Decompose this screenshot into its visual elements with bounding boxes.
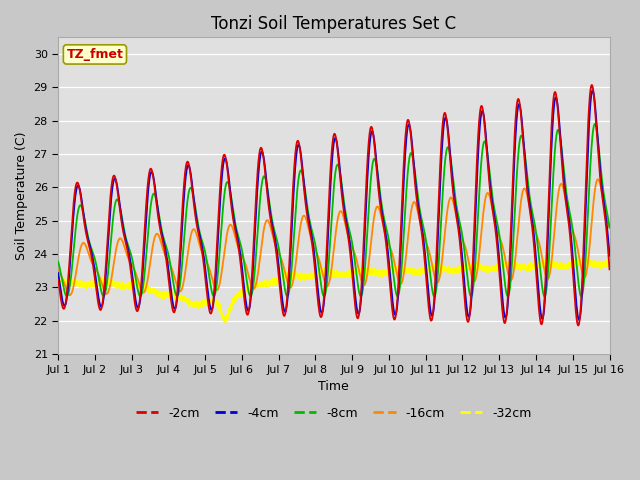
Y-axis label: Soil Temperature (C): Soil Temperature (C) (15, 132, 28, 260)
-8cm (577, 294, 585, 300)
-8cm (605, 225, 613, 230)
-4cm (226, 182, 234, 188)
-16cm (594, 176, 602, 182)
-2cm (89, 262, 97, 268)
-8cm (435, 253, 443, 259)
-4cm (89, 256, 97, 262)
-4cm (54, 270, 62, 276)
Line: -4cm: -4cm (58, 91, 609, 320)
-32cm (120, 284, 127, 289)
-8cm (591, 121, 598, 127)
Line: -32cm: -32cm (58, 257, 609, 322)
-32cm (121, 283, 129, 288)
-16cm (226, 222, 234, 228)
-4cm (589, 88, 596, 94)
-32cm (582, 254, 590, 260)
-16cm (435, 276, 443, 282)
Line: -2cm: -2cm (58, 85, 609, 325)
-2cm (120, 231, 127, 237)
-16cm (121, 245, 129, 251)
Title: Tonzi Soil Temperatures Set C: Tonzi Soil Temperatures Set C (211, 15, 456, 33)
-32cm (89, 280, 97, 286)
-4cm (435, 207, 443, 213)
-2cm (480, 116, 488, 121)
-16cm (54, 268, 62, 274)
-8cm (54, 259, 62, 264)
-32cm (221, 319, 229, 325)
-32cm (54, 279, 62, 285)
-16cm (605, 225, 613, 230)
Line: -8cm: -8cm (58, 124, 609, 297)
-16cm (120, 242, 128, 248)
-32cm (226, 306, 234, 312)
Line: -16cm: -16cm (58, 179, 609, 295)
-16cm (480, 204, 488, 210)
-4cm (121, 232, 129, 238)
-4cm (575, 317, 583, 323)
-32cm (480, 265, 488, 271)
-16cm (90, 262, 97, 268)
X-axis label: Time: Time (319, 380, 349, 393)
-2cm (226, 187, 234, 192)
-8cm (121, 229, 129, 235)
-4cm (120, 228, 127, 234)
-8cm (480, 139, 488, 145)
-8cm (89, 250, 97, 256)
-2cm (588, 82, 596, 88)
-32cm (605, 259, 613, 264)
-2cm (121, 235, 129, 240)
-2cm (605, 266, 613, 272)
-8cm (226, 185, 234, 191)
-32cm (435, 264, 443, 269)
Legend: -2cm, -4cm, -8cm, -16cm, -32cm: -2cm, -4cm, -8cm, -16cm, -32cm (131, 402, 537, 424)
-4cm (480, 114, 488, 120)
-4cm (605, 253, 613, 259)
-16cm (66, 292, 74, 298)
Text: TZ_fmet: TZ_fmet (67, 48, 124, 61)
-2cm (54, 277, 62, 283)
-8cm (120, 225, 127, 231)
-2cm (435, 188, 443, 194)
-2cm (575, 323, 582, 328)
